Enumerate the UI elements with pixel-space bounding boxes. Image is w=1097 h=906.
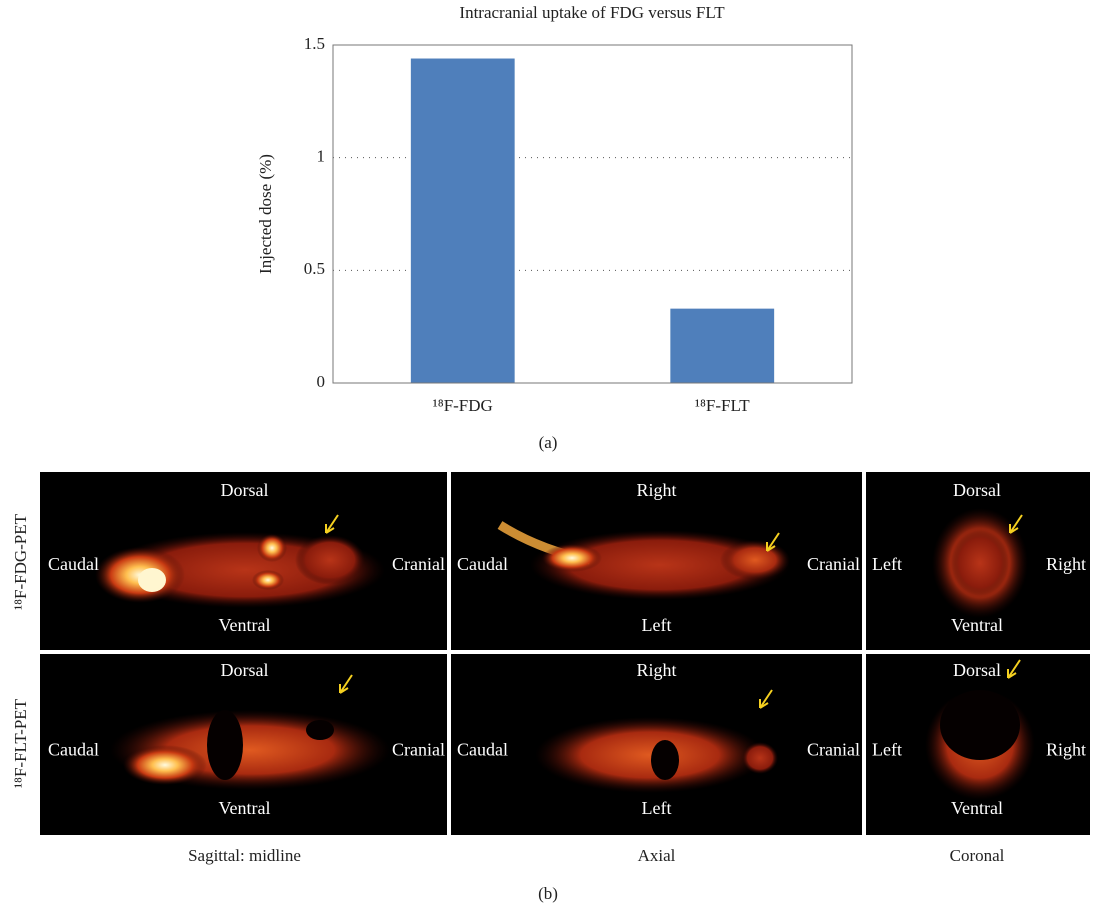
x-tick-label: ¹⁸F-FDG	[433, 396, 493, 415]
y-axis-label: Injected dose (%)	[256, 154, 275, 274]
image-panel	[40, 472, 1090, 835]
y-tick-label: 0	[317, 372, 326, 391]
x-tick-label: ¹⁸F-FLT	[695, 396, 750, 415]
bar	[670, 309, 774, 383]
chart-title: Intracranial uptake of FDG versus FLT	[459, 3, 725, 22]
image-label: Ventral	[219, 615, 271, 635]
image-label: Dorsal	[221, 480, 269, 500]
image-label: Left	[642, 615, 672, 635]
image-label: Left	[642, 798, 672, 818]
image-label: Ventral	[951, 798, 1003, 818]
column-label: Coronal	[950, 846, 1005, 865]
figure: Intracranial uptake of FDG versus FLT In…	[0, 0, 1097, 906]
row-label: ¹⁸F-FLT-PET	[11, 698, 30, 788]
image-label: Dorsal	[953, 480, 1001, 500]
image-label: Cranial	[807, 740, 860, 760]
image-label: Left	[872, 740, 902, 760]
image-label: Caudal	[48, 554, 99, 574]
column-label: Axial	[638, 846, 676, 865]
y-tick-label: 0.5	[304, 259, 325, 278]
y-tick-label: 1.5	[304, 34, 325, 53]
image-label: Caudal	[457, 740, 508, 760]
panel-label: (b)	[538, 884, 558, 903]
bar	[411, 59, 515, 383]
panel-label: (a)	[539, 433, 558, 452]
image-label: Cranial	[392, 554, 445, 574]
image-label: Left	[872, 554, 902, 574]
image-label: Right	[636, 660, 676, 680]
image-label: Right	[1046, 740, 1086, 760]
image-label: Caudal	[48, 740, 99, 760]
image-label: Caudal	[457, 554, 508, 574]
image-label: Cranial	[807, 554, 860, 574]
column-label: Sagittal: midline	[188, 846, 301, 865]
image-label: Ventral	[951, 615, 1003, 635]
image-label: Right	[1046, 554, 1086, 574]
image-label: Cranial	[392, 740, 445, 760]
y-tick-label: 1	[317, 147, 326, 166]
image-label: Dorsal	[221, 660, 269, 680]
image-label: Ventral	[219, 798, 271, 818]
row-label: ¹⁸F-FDG-PET	[11, 513, 30, 610]
image-label: Right	[636, 480, 676, 500]
image-label: Dorsal	[953, 660, 1001, 680]
